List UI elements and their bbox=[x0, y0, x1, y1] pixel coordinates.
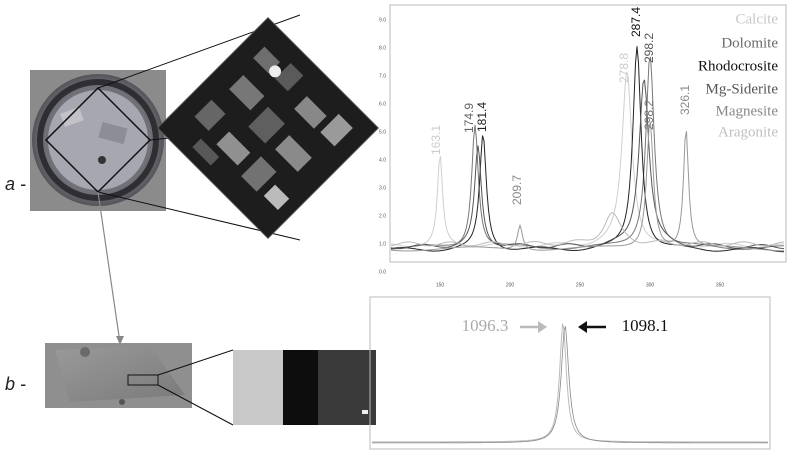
x-tick-label: 350 bbox=[716, 282, 725, 288]
peak-label: 1098.1 bbox=[622, 316, 669, 335]
spectrum-curve bbox=[391, 72, 784, 248]
peak-label: 1096.3 bbox=[462, 316, 509, 335]
spectrum-curve bbox=[372, 324, 768, 442]
figure: a - b - 1096.3 1098.1 Calcite Dolomite Rho… bbox=[0, 0, 791, 451]
y-tick-label: 9.0 bbox=[379, 17, 386, 23]
legend-entry: Aragonite bbox=[718, 124, 778, 140]
arrow-head bbox=[538, 321, 547, 333]
legend-entry: Calcite bbox=[736, 11, 779, 27]
microscope-photo bbox=[45, 343, 192, 408]
y-tick-label: 6.0 bbox=[379, 101, 386, 107]
peak-label: 287.4 bbox=[629, 7, 643, 37]
panel-label: b - bbox=[5, 374, 26, 394]
raman-map bbox=[158, 18, 379, 239]
legend-entry: Magnesite bbox=[716, 103, 779, 119]
peak-label: 278.8 bbox=[617, 53, 631, 83]
spectrum-curve bbox=[391, 213, 784, 246]
peak-label: 181.4 bbox=[475, 102, 489, 132]
x-tick-label: 300 bbox=[646, 282, 655, 288]
y-tick-label: 7.0 bbox=[379, 73, 386, 79]
legend-entry: Rhodocrosite bbox=[698, 58, 778, 74]
x-tick-label: 250 bbox=[576, 282, 585, 288]
line-map bbox=[233, 350, 376, 425]
peak-label: 326.1 bbox=[678, 85, 692, 115]
y-tick-label: 3.0 bbox=[379, 185, 386, 191]
legend-entry: Dolomite bbox=[721, 35, 778, 51]
peak-label: 298.2 bbox=[642, 100, 656, 130]
arrow-head bbox=[578, 321, 587, 333]
legend-entry: Mg-Siderite bbox=[706, 81, 779, 97]
spectrum-curve bbox=[391, 122, 784, 251]
y-tick-label: 0.0 bbox=[379, 269, 386, 275]
spectra bbox=[391, 46, 784, 251]
y-tick-label: 2.0 bbox=[379, 213, 386, 219]
sample-photo bbox=[30, 70, 166, 211]
x-tick-label: 150 bbox=[436, 282, 445, 288]
spectrum-curve bbox=[372, 326, 768, 443]
y-tick-label: 8.0 bbox=[379, 45, 386, 51]
spectra bbox=[372, 324, 768, 443]
peak-label: 174.9 bbox=[462, 103, 476, 133]
spectrum-curve bbox=[391, 46, 784, 251]
y-tick-label: 1.0 bbox=[379, 241, 386, 247]
peak-label: 298.2 bbox=[642, 33, 656, 63]
panel-label: a - bbox=[5, 174, 26, 194]
spectrum-frame bbox=[370, 297, 770, 449]
connector bbox=[98, 192, 120, 343]
x-tick-label: 200 bbox=[506, 282, 515, 288]
y-tick-label: 5.0 bbox=[379, 129, 386, 135]
peak-label: 163.1 bbox=[429, 125, 443, 155]
peak-label: 209.7 bbox=[510, 175, 524, 205]
y-tick-label: 4.0 bbox=[379, 157, 386, 163]
